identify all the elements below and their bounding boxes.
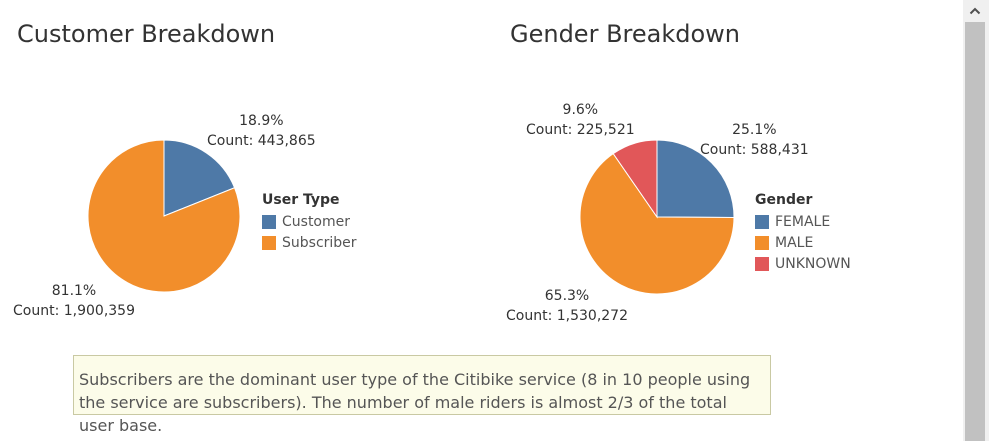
legend-swatch <box>755 256 769 271</box>
pie-slice-female[interactable] <box>656 139 735 218</box>
slice-percent-label: 81.1% <box>51 283 97 299</box>
legend-label: Subscriber <box>282 234 357 251</box>
slice-count-label: Count: 225,521 <box>526 122 635 138</box>
pie-slice-customer[interactable] <box>163 139 236 217</box>
legend-label: UNKNOWN <box>775 255 851 272</box>
legend-swatch <box>262 235 276 250</box>
legend-label: FEMALE <box>775 213 831 230</box>
legend-swatch <box>755 214 769 229</box>
slice-percent-label: 9.6% <box>562 102 599 118</box>
legend-label: MALE <box>775 234 814 251</box>
legend-title: Gender <box>755 192 813 208</box>
gender-legend: Gender FEMALE MALE UNKNOWN <box>755 190 851 274</box>
customer-pie-chart <box>87 139 241 293</box>
annotation-box: Subscribers are the dominant user type o… <box>73 355 771 435</box>
legend-item-unknown[interactable]: UNKNOWN <box>755 253 851 274</box>
legend-label: Customer <box>282 213 351 230</box>
subscriber-slice-label: 81.1% Count: 1,900,359 <box>13 281 135 321</box>
customer-slice-label: 18.9% Count: 443,865 <box>207 111 316 151</box>
legend-item-female[interactable]: FEMALE <box>755 211 851 232</box>
customer-chart-title: Customer Breakdown <box>17 20 276 48</box>
vertical-scrollbar[interactable] <box>963 0 989 441</box>
scroll-thumb[interactable] <box>965 22 985 441</box>
slice-count-label: Count: 1,900,359 <box>13 303 135 319</box>
slice-count-label: Count: 1,530,272 <box>506 308 628 324</box>
unknown-slice-label: 9.6% Count: 225,521 <box>526 100 635 140</box>
legend-swatch <box>755 235 769 250</box>
chevron-up-icon <box>969 7 981 15</box>
scroll-up-button[interactable] <box>963 0 987 22</box>
pie-slice-subscriber[interactable] <box>87 139 241 293</box>
slice-count-label: Count: 443,865 <box>207 133 316 149</box>
slice-percent-label: 25.1% <box>732 122 777 138</box>
legend-item-male[interactable]: MALE <box>755 232 851 253</box>
female-slice-label: 25.1% Count: 588,431 <box>700 120 809 160</box>
legend-item-subscriber[interactable]: Subscriber <box>262 232 357 253</box>
slice-count-label: Count: 588,431 <box>700 142 809 158</box>
male-slice-label: 65.3% Count: 1,530,272 <box>506 286 628 326</box>
slice-percent-label: 18.9% <box>239 113 284 129</box>
pie-slice-unknown[interactable] <box>612 139 658 219</box>
gender-chart-title: Gender Breakdown <box>510 20 741 48</box>
gender-pie-chart <box>579 139 735 295</box>
legend-item-customer[interactable]: Customer <box>262 211 357 232</box>
legend-swatch <box>262 214 276 229</box>
pie-slice-male[interactable] <box>579 152 735 295</box>
slice-percent-label: 65.3% <box>544 288 590 304</box>
user-type-legend: User Type Customer Subscriber <box>262 190 357 253</box>
legend-title: User Type <box>262 192 340 208</box>
